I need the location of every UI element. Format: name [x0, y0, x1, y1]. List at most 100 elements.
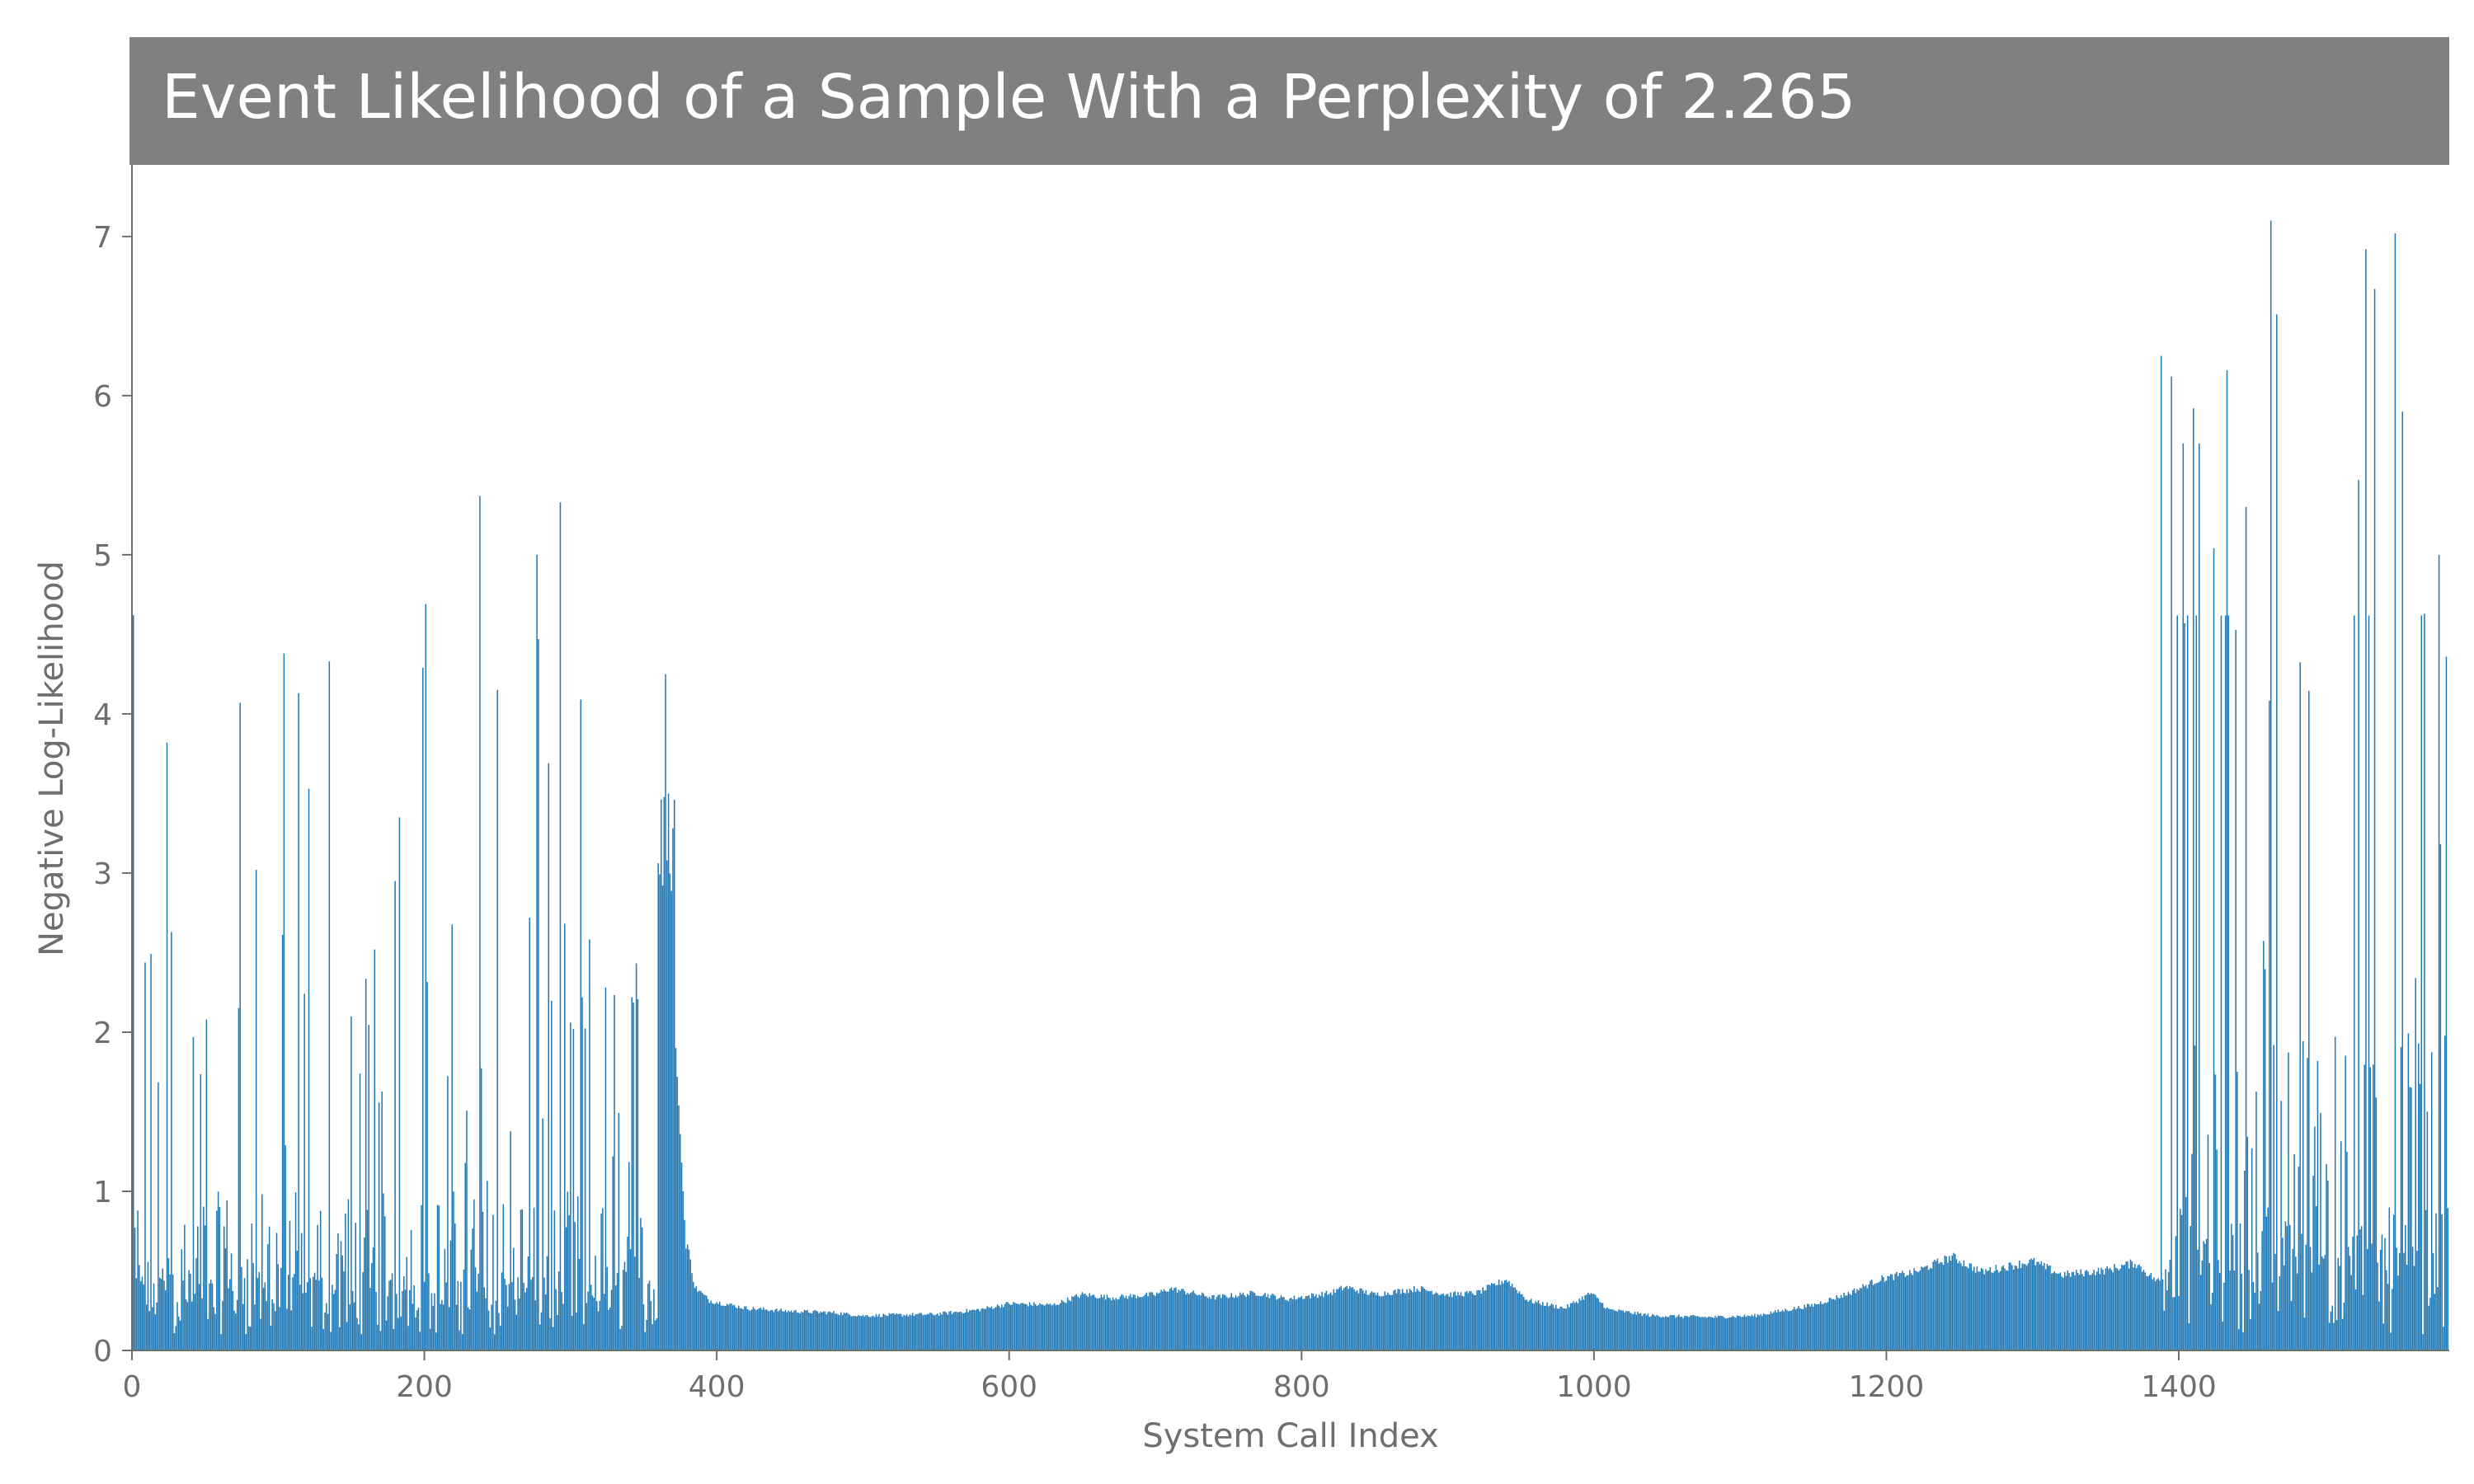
bar	[694, 1288, 696, 1350]
bar	[2014, 1265, 2016, 1350]
bar	[1388, 1294, 1390, 1350]
bar	[1230, 1293, 1232, 1350]
bar	[825, 1314, 827, 1350]
bar	[1268, 1298, 1271, 1350]
bar	[2292, 1248, 2294, 1350]
bar	[1106, 1294, 1108, 1350]
bar	[954, 1311, 956, 1350]
bar	[498, 1313, 500, 1350]
bar	[1745, 1317, 1747, 1350]
bar	[482, 1211, 484, 1350]
bar	[1594, 1294, 1597, 1350]
bar	[1033, 1302, 1035, 1350]
bar	[2406, 1265, 2408, 1350]
bar	[586, 1303, 588, 1350]
bar	[1412, 1292, 1413, 1350]
bar	[1444, 1295, 1446, 1350]
bar	[905, 1315, 906, 1350]
bar	[1098, 1298, 1099, 1350]
bar	[266, 1301, 267, 1350]
bar	[1244, 1295, 1245, 1350]
bar	[1799, 1308, 1801, 1350]
bar	[1117, 1298, 1120, 1350]
bar	[621, 1326, 623, 1350]
bar	[2216, 1149, 2218, 1350]
bar	[1729, 1317, 1731, 1350]
bar	[1866, 1288, 1869, 1350]
bar	[353, 1302, 355, 1350]
bar	[1217, 1294, 1219, 1350]
bar	[2289, 1224, 2291, 1350]
bar	[2070, 1276, 2072, 1350]
bar	[1163, 1289, 1165, 1350]
bar	[1278, 1298, 1281, 1350]
bar	[1540, 1305, 1542, 1350]
bar	[1195, 1294, 1197, 1350]
bar	[2349, 1256, 2351, 1350]
bar	[1172, 1290, 1174, 1350]
bar	[294, 1274, 295, 1350]
bar	[769, 1310, 772, 1350]
bar	[1907, 1275, 1909, 1350]
bar	[1783, 1311, 1785, 1350]
x-axis-label: System Call Index	[1142, 1417, 1438, 1455]
bar	[1771, 1313, 1773, 1350]
bar	[1427, 1290, 1428, 1350]
y-tick-label: 6	[93, 380, 112, 414]
bar	[604, 987, 607, 1350]
bar	[1741, 1317, 1743, 1350]
bar	[419, 1331, 421, 1350]
bar	[2409, 1087, 2411, 1350]
bar	[374, 949, 376, 1350]
bar	[718, 1301, 721, 1350]
bar	[281, 934, 284, 1350]
bar	[2194, 1045, 2196, 1350]
bar	[1859, 1288, 1861, 1350]
bar	[890, 1313, 891, 1350]
bar	[971, 1309, 974, 1350]
bar	[894, 1314, 896, 1350]
bar	[665, 674, 666, 1350]
bar	[672, 828, 674, 1350]
bar	[1153, 1294, 1155, 1350]
bar	[385, 1320, 388, 1350]
bar	[1471, 1294, 1474, 1350]
bar	[2144, 1272, 2146, 1350]
bar	[1368, 1294, 1370, 1350]
bar	[796, 1313, 798, 1350]
bar	[1940, 1261, 1941, 1350]
bar	[2197, 1249, 2199, 1350]
bar	[2121, 1264, 2123, 1350]
bar	[1202, 1294, 1205, 1350]
bar	[2222, 1321, 2223, 1350]
bar	[2257, 1252, 2259, 1350]
bar	[1554, 1308, 1555, 1350]
bar	[1703, 1317, 1705, 1350]
bar	[2345, 1055, 2346, 1350]
bar	[1056, 1304, 1058, 1350]
bar	[2397, 1275, 2399, 1350]
bar	[160, 1279, 162, 1350]
bar	[1824, 1302, 1826, 1350]
bar	[1736, 1315, 1738, 1350]
bar	[1625, 1311, 1627, 1350]
bar	[1968, 1263, 1971, 1350]
bar	[2004, 1268, 2006, 1350]
bar	[1159, 1292, 1161, 1350]
bar	[536, 554, 538, 1350]
bar	[1730, 1317, 1733, 1350]
bar	[222, 1300, 223, 1350]
bar	[171, 932, 172, 1350]
bar	[1157, 1294, 1159, 1350]
bar	[1047, 1303, 1048, 1350]
bar	[1679, 1317, 1681, 1350]
bar	[1894, 1273, 1896, 1350]
bar	[2119, 1268, 2121, 1350]
bar	[897, 1313, 899, 1350]
bar	[1147, 1296, 1149, 1350]
bar	[2358, 480, 2359, 1351]
bar	[1242, 1292, 1244, 1350]
bar	[745, 1306, 747, 1350]
bar	[1993, 1270, 1996, 1350]
bar	[175, 1326, 176, 1350]
